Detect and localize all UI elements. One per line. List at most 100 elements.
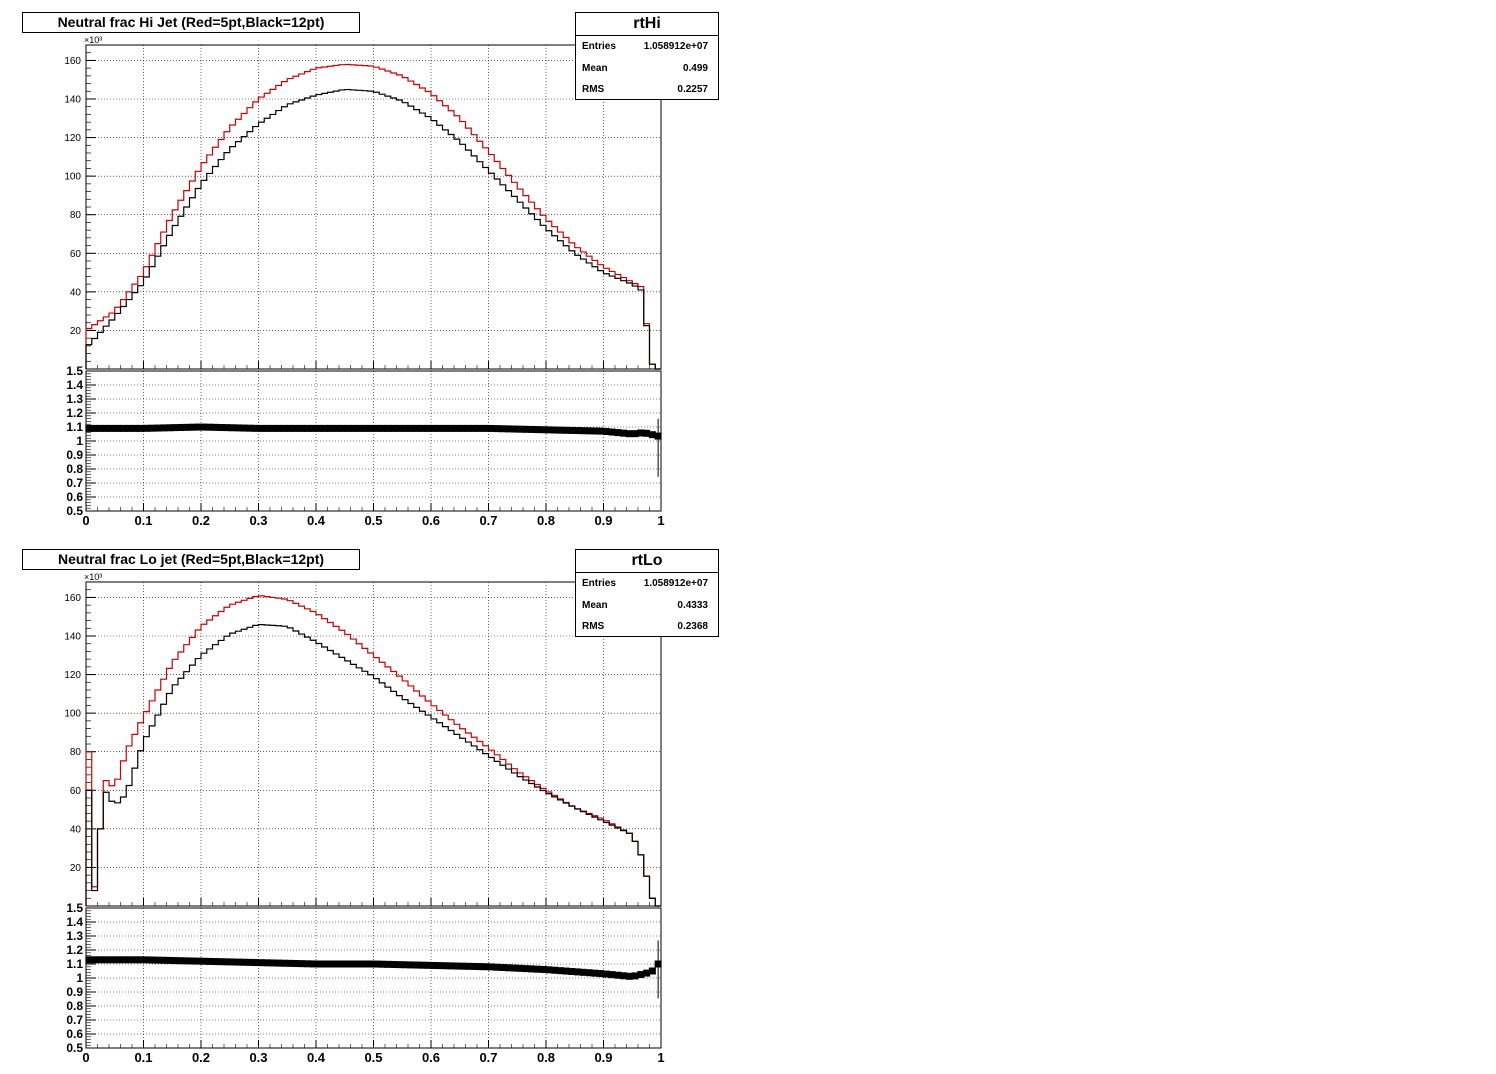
- stats-row-entries-hi: Entries 1.058912e+07: [576, 36, 718, 58]
- x-tick-label: 0.4: [307, 1050, 326, 1065]
- ratio-point: [470, 424, 478, 432]
- ratio-point: [430, 424, 438, 432]
- ratio-point: [160, 424, 168, 432]
- y-tick-label: 40: [70, 287, 82, 298]
- ratio-point: [361, 960, 369, 968]
- ratio-point: [436, 962, 444, 970]
- stats-label: Mean: [582, 599, 608, 611]
- ratio-point: [556, 967, 564, 975]
- ratio-point: [516, 425, 524, 433]
- ratio-point: [631, 972, 639, 980]
- ratio-point: [591, 969, 599, 977]
- ratio-point: [436, 424, 444, 432]
- ratio-point: [464, 424, 472, 432]
- ratio-point: [309, 424, 317, 432]
- ratio-point: [372, 424, 380, 432]
- ratio-point: [171, 424, 179, 432]
- ratio-point: [177, 423, 185, 431]
- ratio-point: [188, 423, 196, 431]
- ratio-y-tick-label: 0.9: [66, 448, 83, 462]
- ratio-point: [505, 425, 513, 433]
- ratio-point: [505, 964, 513, 972]
- ratio-point: [275, 424, 283, 432]
- ratio-point: [384, 424, 392, 432]
- ratio-point: [206, 423, 214, 431]
- stats-label: Mean: [582, 62, 608, 74]
- ratio-y-tick-label: 1.4: [66, 915, 83, 929]
- ratio-point: [470, 962, 478, 970]
- stats-value: 0.2257: [677, 84, 708, 96]
- x-tick-label: 0.9: [594, 513, 612, 528]
- ratio-point: [464, 962, 472, 970]
- ratio-point: [137, 956, 145, 964]
- ratio-point: [499, 964, 507, 971]
- ratio-point: [574, 427, 582, 435]
- ratio-point: [395, 961, 403, 969]
- ratio-point: [568, 967, 576, 975]
- ratio-point: [131, 956, 139, 964]
- ratio-point: [183, 957, 191, 965]
- y-exponent-label: ×10³: [84, 35, 102, 45]
- stats-value: 1.058912e+07: [643, 578, 708, 590]
- histogram-series-1: [85, 624, 661, 907]
- ratio-point: [499, 425, 507, 433]
- ratio-point: [177, 957, 185, 965]
- ratio-point: [579, 968, 587, 976]
- ratio-point: [286, 959, 294, 967]
- ratio-y-tick-label: 1.4: [66, 378, 83, 392]
- stats-name-lo: rtLo: [576, 550, 718, 573]
- ratio-point: [257, 959, 265, 967]
- y-tick-label: 160: [64, 593, 81, 604]
- stats-box-hi: rtHi Entries 1.058912e+07 Mean 0.499 RMS 0.…: [575, 12, 719, 100]
- ratio-point: [85, 956, 93, 964]
- ratio-point: [229, 424, 237, 432]
- ratio-point: [114, 956, 122, 964]
- ratio-point: [240, 424, 248, 432]
- ratio-y-tick-label: 0.6: [66, 1027, 83, 1041]
- x-tick-label: 0.5: [364, 1050, 382, 1065]
- ratio-point: [332, 960, 340, 968]
- ratio-point: [430, 961, 438, 969]
- ratio-point: [154, 956, 162, 964]
- ratio-point: [487, 424, 495, 432]
- ratio-point: [413, 961, 421, 969]
- ratio-point: [372, 960, 380, 968]
- ratio-point: [344, 960, 352, 968]
- ratio-point: [608, 971, 616, 979]
- ratio-point: [602, 970, 610, 978]
- stats-label: Entries: [582, 578, 616, 590]
- y-tick-label: 60: [70, 249, 82, 260]
- ratio-point: [217, 958, 225, 966]
- ratio-y-tick-label: 0.8: [66, 999, 83, 1013]
- ratio-point: [183, 423, 191, 431]
- ratio-point: [482, 424, 490, 432]
- ratio-point: [85, 424, 93, 432]
- chart-title-hi: Neutral frac Hi Jet (Red=5pt,Black=12pt): [57, 14, 325, 30]
- ratio-point: [551, 426, 559, 434]
- ratio-y-tick-label: 1: [76, 971, 83, 985]
- ratio-point: [441, 962, 449, 970]
- stats-box-lo: rtLo Entries 1.058912e+07 Mean 0.4333 RMS 0…: [575, 549, 719, 637]
- ratio-point: [574, 968, 582, 976]
- stats-label: Entries: [582, 41, 616, 53]
- ratio-point: [96, 424, 104, 432]
- ratio-point: [280, 424, 288, 432]
- ratio-point: [528, 425, 536, 433]
- chart-panel-0: 20406080100120140160×10³0.50.60.70.80.91…: [64, 35, 664, 528]
- ratio-y-tick-label: 1.1: [66, 420, 83, 434]
- ratio-y-tick-label: 1.5: [66, 364, 83, 378]
- ratio-point: [303, 960, 311, 968]
- ratio-point: [200, 423, 208, 431]
- ratio-point: [602, 427, 610, 435]
- ratio-point: [234, 424, 242, 432]
- ratio-point: [269, 959, 277, 967]
- ratio-point: [476, 963, 484, 971]
- ratio-y-tick-label: 1.3: [66, 929, 83, 943]
- ratio-point: [533, 965, 541, 973]
- ratio-point: [614, 971, 622, 979]
- ratio-point: [585, 969, 593, 977]
- ratio-point: [545, 426, 553, 434]
- stats-value: 0.4333: [677, 599, 708, 611]
- ratio-point: [459, 962, 467, 970]
- ratio-point: [533, 426, 541, 434]
